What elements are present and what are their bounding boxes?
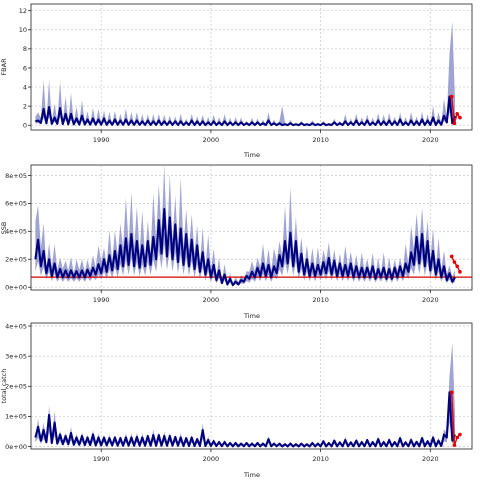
forecast-point bbox=[458, 270, 462, 274]
x-tick-label: 2000 bbox=[203, 136, 220, 144]
x-tick-label: 2000 bbox=[203, 455, 220, 463]
y-tick-label: 0 bbox=[23, 122, 27, 130]
panel-fbar-xlabel: Time bbox=[243, 151, 260, 159]
y-tick-label: 4e+05 bbox=[5, 228, 27, 236]
panel-ssb-ylabel: SSB bbox=[0, 222, 8, 235]
x-tick-label: 1990 bbox=[93, 296, 110, 304]
panel-fbar: 0 2 4 6 8 10 12 1990 2000 2010 2020 Time FBAR bbox=[0, 3, 473, 159]
y-tick-label: 2e+05 bbox=[5, 383, 27, 391]
forecast-point bbox=[455, 264, 459, 269]
y-tick-label: 2e+05 bbox=[5, 256, 27, 264]
series-line bbox=[34, 207, 456, 287]
panel-fbar-series bbox=[35, 95, 456, 127]
forecast-point bbox=[455, 435, 459, 440]
panel-catch-forecast bbox=[449, 390, 462, 447]
panel-fbar-xticks: 1990 2000 2010 2020 bbox=[93, 130, 439, 144]
y-tick-label: 8e+05 bbox=[5, 172, 27, 180]
x-tick-label: 2010 bbox=[312, 136, 329, 144]
forecast-point bbox=[449, 254, 454, 259]
x-tick-label: 1990 bbox=[93, 136, 110, 144]
y-tick-label: 3e+05 bbox=[5, 352, 27, 360]
forecast-line bbox=[451, 256, 461, 273]
panel-fbar-ylabel: FBAR bbox=[0, 58, 8, 76]
forecast-point bbox=[449, 94, 454, 99]
y-tick-label: 8 bbox=[23, 45, 27, 53]
panel-fbar-frame bbox=[30, 3, 473, 131]
x-tick-label: 2020 bbox=[422, 136, 439, 144]
panel-catch-xticks: 1990 2000 2010 2020 bbox=[93, 449, 439, 463]
panel-catch: 0e+00 1e+05 2e+05 3e+05 4e+05 1990 2000 2010 20… bbox=[0, 322, 473, 479]
panel-fbar-yticks: 0 2 4 6 8 10 12 bbox=[19, 7, 31, 130]
forecast-line bbox=[451, 96, 461, 124]
panel-catch-ylabel: total catch bbox=[0, 369, 8, 404]
panel-ssb-forecast bbox=[449, 254, 462, 274]
x-tick-label: 1990 bbox=[93, 455, 110, 463]
y-tick-label: 12 bbox=[19, 7, 27, 15]
forecast-point bbox=[452, 121, 457, 126]
panel-catch-series bbox=[34, 391, 456, 448]
panel-ssb-xlabel: Time bbox=[243, 312, 260, 320]
x-tick-label: 2010 bbox=[312, 296, 329, 304]
panel-ssb-yticks: 0e+00 2e+05 4e+05 6e+05 8e+05 bbox=[5, 172, 31, 292]
forecast-line bbox=[451, 392, 461, 446]
x-tick-label: 2010 bbox=[312, 455, 329, 463]
x-tick-label: 2020 bbox=[422, 455, 439, 463]
panel-ssb-frame bbox=[30, 164, 473, 291]
series-line bbox=[34, 391, 456, 448]
forecast-point bbox=[455, 111, 459, 116]
y-tick-label: 6 bbox=[23, 64, 27, 72]
forecast-point bbox=[452, 260, 457, 264]
panel-catch-grid bbox=[31, 323, 472, 449]
x-tick-label: 2000 bbox=[203, 296, 220, 304]
y-tick-label: 0e+00 bbox=[5, 443, 27, 451]
y-tick-label: 1e+05 bbox=[5, 413, 27, 421]
forecast-point bbox=[449, 390, 454, 395]
panel-catch-xlabel: Time bbox=[243, 471, 260, 479]
y-tick-label: 6e+05 bbox=[5, 200, 27, 208]
forecast-point bbox=[452, 443, 457, 447]
y-tick-label: 10 bbox=[19, 26, 27, 34]
y-tick-label: 4 bbox=[23, 83, 27, 91]
panel-fbar-band bbox=[35, 21, 456, 126]
series-line bbox=[35, 95, 456, 127]
panel-fbar-forecast bbox=[449, 94, 462, 126]
forecast-point bbox=[458, 115, 462, 120]
panel-ssb-xticks: 1990 2000 2010 2020 bbox=[93, 290, 439, 304]
panel-ssb-series bbox=[34, 207, 456, 287]
y-tick-label: 2 bbox=[23, 102, 27, 110]
y-tick-label: 0e+00 bbox=[5, 284, 27, 292]
confidence-band bbox=[35, 21, 456, 126]
x-tick-label: 2020 bbox=[422, 296, 439, 304]
panel-fbar-grid bbox=[31, 4, 472, 130]
panel-catch-yticks: 0e+00 1e+05 2e+05 3e+05 4e+05 bbox=[5, 322, 31, 451]
forecast-point bbox=[458, 432, 462, 437]
panel-ssb: 0e+00 2e+05 4e+05 6e+05 8e+05 1990 2000 2010 20… bbox=[0, 164, 473, 320]
y-tick-label: 4e+05 bbox=[5, 322, 27, 330]
